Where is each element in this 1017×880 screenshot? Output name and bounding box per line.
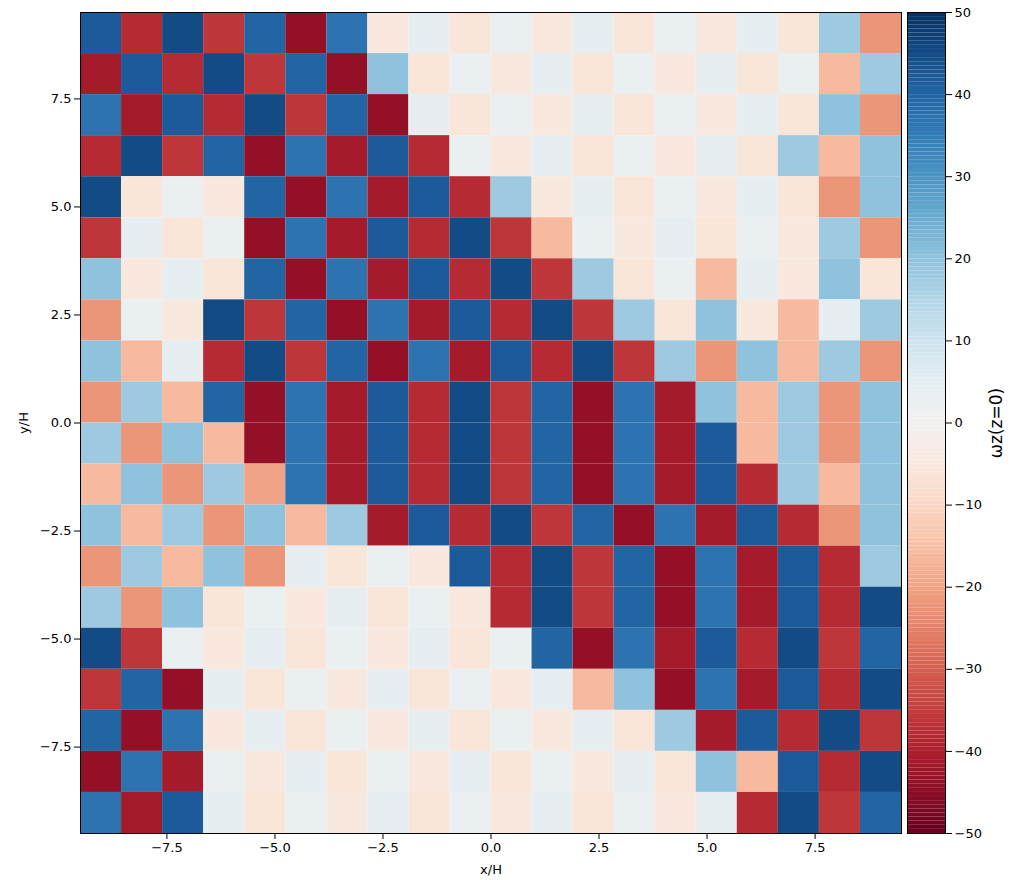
svg-text:7.5: 7.5: [805, 840, 826, 855]
svg-text:5.0: 5.0: [51, 199, 72, 214]
svg-text:−2.5: −2.5: [40, 523, 72, 538]
svg-text:−7.5: −7.5: [40, 739, 72, 754]
svg-text:20: 20: [955, 251, 972, 266]
svg-text:y/H: y/H: [16, 412, 31, 434]
svg-text:x/H: x/H: [480, 862, 502, 877]
svg-text:5.0: 5.0: [697, 840, 718, 855]
svg-text:50: 50: [955, 5, 972, 20]
svg-text:0.0: 0.0: [481, 840, 502, 855]
svg-text:ωz(z=0): ωz(z=0): [986, 388, 1006, 458]
svg-text:2.5: 2.5: [51, 307, 72, 322]
svg-text:−2.5: −2.5: [367, 840, 399, 855]
svg-text:40: 40: [955, 87, 972, 102]
svg-text:30: 30: [955, 169, 972, 184]
svg-text:7.5: 7.5: [51, 91, 72, 106]
svg-text:−5.0: −5.0: [40, 631, 72, 646]
svg-text:0.0: 0.0: [51, 415, 72, 430]
svg-text:10: 10: [955, 333, 972, 348]
svg-text:−5.0: −5.0: [259, 840, 291, 855]
svg-text:−40: −40: [955, 744, 982, 759]
svg-text:−30: −30: [955, 661, 982, 676]
svg-text:−7.5: −7.5: [151, 840, 183, 855]
svg-text:0: 0: [955, 415, 963, 430]
svg-text:−50: −50: [955, 826, 982, 841]
svg-text:2.5: 2.5: [589, 840, 610, 855]
svg-text:−10: −10: [955, 497, 982, 512]
svg-text:−20: −20: [955, 579, 982, 594]
